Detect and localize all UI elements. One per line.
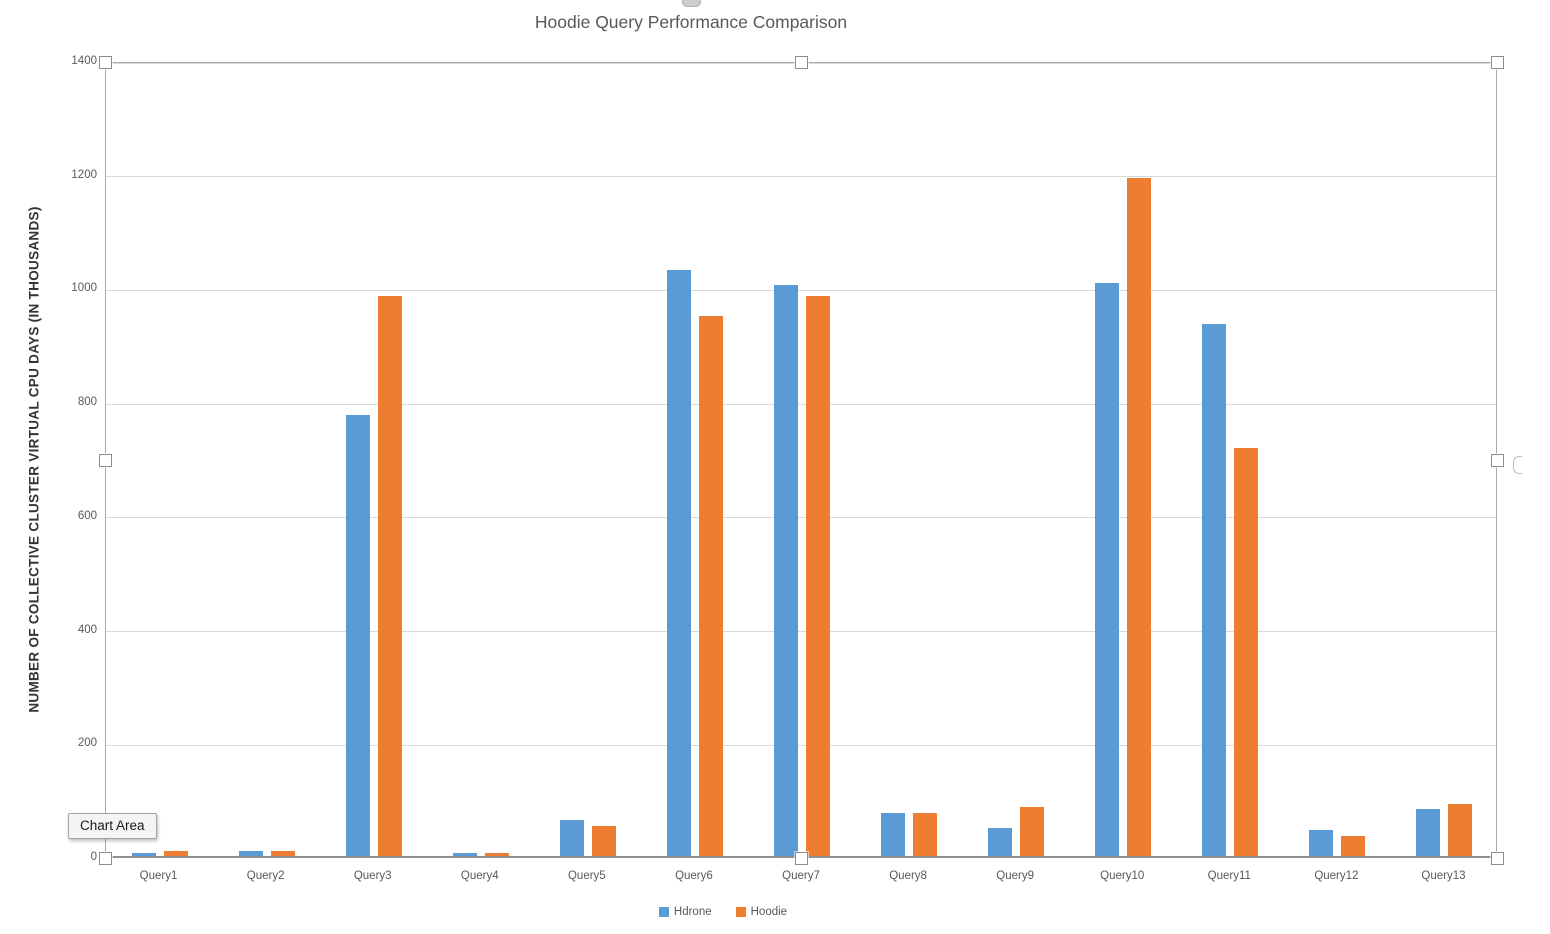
gridline-200: [106, 744, 1496, 746]
legend-item-hoodie[interactable]: Hoodie: [735, 906, 788, 918]
bar-hoodie-query13[interactable]: [1448, 803, 1473, 856]
bar-hoodie-query7[interactable]: [806, 295, 830, 856]
x-tick-label-query4[interactable]: Query4: [460, 870, 499, 882]
bar-hoodie-query10[interactable]: [1127, 177, 1152, 856]
bar-hdrone-query9[interactable]: [988, 827, 1013, 856]
bar-hoodie-query5[interactable]: [591, 826, 616, 856]
chart-area-tooltip: Chart Area: [68, 813, 157, 839]
gridline-400: [106, 631, 1496, 633]
selection-handle-bottom-center[interactable]: [794, 851, 808, 865]
bar-hoodie-query6[interactable]: [698, 315, 723, 856]
selection-handle-middle-right[interactable]: [1490, 453, 1504, 467]
selection-handle-top-center[interactable]: [794, 55, 808, 69]
x-tick-label-query10[interactable]: Query10: [1100, 870, 1145, 882]
bar-hdrone-query6[interactable]: [666, 270, 691, 856]
bar-hoodie-query8[interactable]: [913, 813, 938, 856]
gridline-1000: [106, 289, 1496, 291]
selection-handle-top-right[interactable]: [1490, 55, 1504, 69]
x-tick-label-query3[interactable]: Query3: [353, 870, 392, 882]
y-tick-label-1400[interactable]: 1400: [71, 55, 97, 67]
x-tick-label-query9[interactable]: Query9: [996, 870, 1034, 882]
bar-hdrone-query8[interactable]: [881, 812, 906, 856]
bar-hdrone-query13[interactable]: [1416, 809, 1441, 856]
bar-hoodie-query9[interactable]: [1020, 806, 1045, 856]
bar-hdrone-query2[interactable]: [238, 851, 263, 856]
selection-handle-bottom-right[interactable]: [1490, 851, 1504, 865]
y-tick-label-800[interactable]: 800: [77, 396, 97, 409]
bar-hoodie-query4[interactable]: [484, 853, 509, 856]
legend-item-hdrone[interactable]: Hdrone: [658, 906, 712, 918]
x-tick-label-query2[interactable]: Query2: [246, 870, 285, 882]
x-tick-label-query6[interactable]: Query6: [675, 870, 713, 882]
gridline-800: [106, 403, 1496, 405]
bar-hdrone-query3[interactable]: [345, 415, 370, 856]
bar-hoodie-query1[interactable]: [163, 851, 188, 856]
selection-handle-middle-left[interactable]: [98, 453, 112, 467]
bar-hoodie-query11[interactable]: [1234, 447, 1259, 856]
hoodie-swatch-icon: [735, 907, 746, 917]
bar-hdrone-query7[interactable]: [774, 284, 798, 856]
x-tick-label-query1[interactable]: Query1: [139, 870, 178, 882]
x-tick-label-query7[interactable]: Query7: [782, 870, 820, 882]
plot-area[interactable]: [105, 62, 1497, 858]
gridline-1200: [106, 176, 1496, 178]
hdrone-swatch-icon: [658, 907, 669, 917]
bar-hdrone-query12[interactable]: [1309, 830, 1334, 856]
x-tick-label-query11[interactable]: Query11: [1207, 870, 1251, 882]
x-tick-label-query8[interactable]: Query8: [889, 870, 927, 882]
y-tick-label-400[interactable]: 400: [77, 623, 97, 636]
x-tick-label-query13[interactable]: Query13: [1421, 870, 1466, 882]
bar-hdrone-query10[interactable]: [1095, 282, 1120, 856]
bar-hdrone-query11[interactable]: [1202, 323, 1227, 856]
legend-label-hoodie: Hoodie: [750, 906, 788, 918]
y-axis-title[interactable]: NUMBER OF COLLECTIVE CLUSTER VIRTUAL CPU…: [26, 206, 42, 713]
y-tick-label-0[interactable]: 0: [90, 851, 97, 863]
rotate-handle-fragment[interactable]: [682, 0, 701, 7]
bar-hoodie-query2[interactable]: [270, 851, 295, 856]
selection-handle-top-left[interactable]: [98, 55, 112, 69]
chart-frame-handle-fragment[interactable]: [1513, 456, 1522, 474]
bar-hoodie-query3[interactable]: [377, 295, 402, 856]
chart-title[interactable]: Hoodie Query Performance Comparison: [534, 12, 848, 32]
bar-hdrone-query5[interactable]: [559, 820, 584, 856]
y-tick-label-1200[interactable]: 1200: [71, 168, 97, 181]
y-tick-label-200[interactable]: 200: [77, 737, 97, 750]
bar-hoodie-query12[interactable]: [1341, 836, 1366, 856]
selection-handle-bottom-left[interactable]: [98, 851, 112, 865]
y-tick-label-1000[interactable]: 1000: [71, 282, 97, 295]
x-tick-label-query5[interactable]: Query5: [567, 870, 606, 882]
gridline-600: [106, 517, 1496, 519]
x-tick-label-query12[interactable]: Query12: [1314, 870, 1359, 882]
bar-hdrone-query1[interactable]: [131, 853, 156, 856]
legend[interactable]: Hdrone Hoodie: [0, 906, 1446, 918]
legend-label-hdrone: Hdrone: [673, 906, 712, 918]
y-tick-label-600[interactable]: 600: [77, 509, 97, 522]
bar-hdrone-query4[interactable]: [452, 853, 477, 856]
